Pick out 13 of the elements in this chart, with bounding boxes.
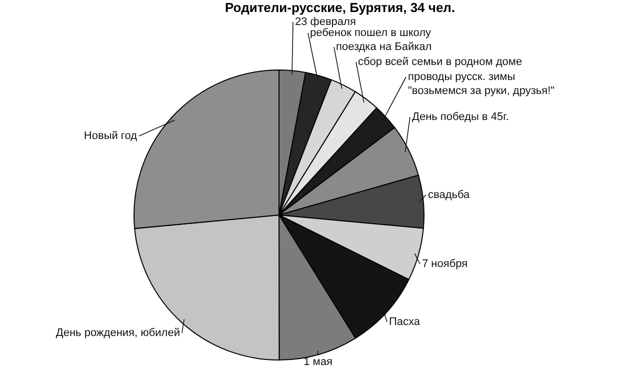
slice-label: свадьба: [428, 189, 471, 201]
slice-label: ребенок пошел в школу: [310, 27, 432, 39]
chart-title: Родители-русские, Бурятия, 34 чел.: [224, 0, 456, 15]
slice-label: сбор всей семьи в родном доме: [358, 56, 522, 68]
slice-label: Пасха: [389, 316, 421, 328]
slice-label: День победы в 45г.: [412, 111, 509, 123]
slice-label: 7 ноября: [422, 258, 468, 270]
slice-label: 23 февраля: [295, 16, 356, 28]
slice-label: поездка на Байкал: [336, 41, 432, 53]
slice-label: 1 мая: [304, 356, 332, 368]
slice-label: проводы русск. зимы "возьмемся за руки, друзья!": [408, 71, 555, 97]
slice-label: День рождения, юбилей: [56, 327, 180, 339]
slice-label: Новый год: [84, 130, 138, 142]
